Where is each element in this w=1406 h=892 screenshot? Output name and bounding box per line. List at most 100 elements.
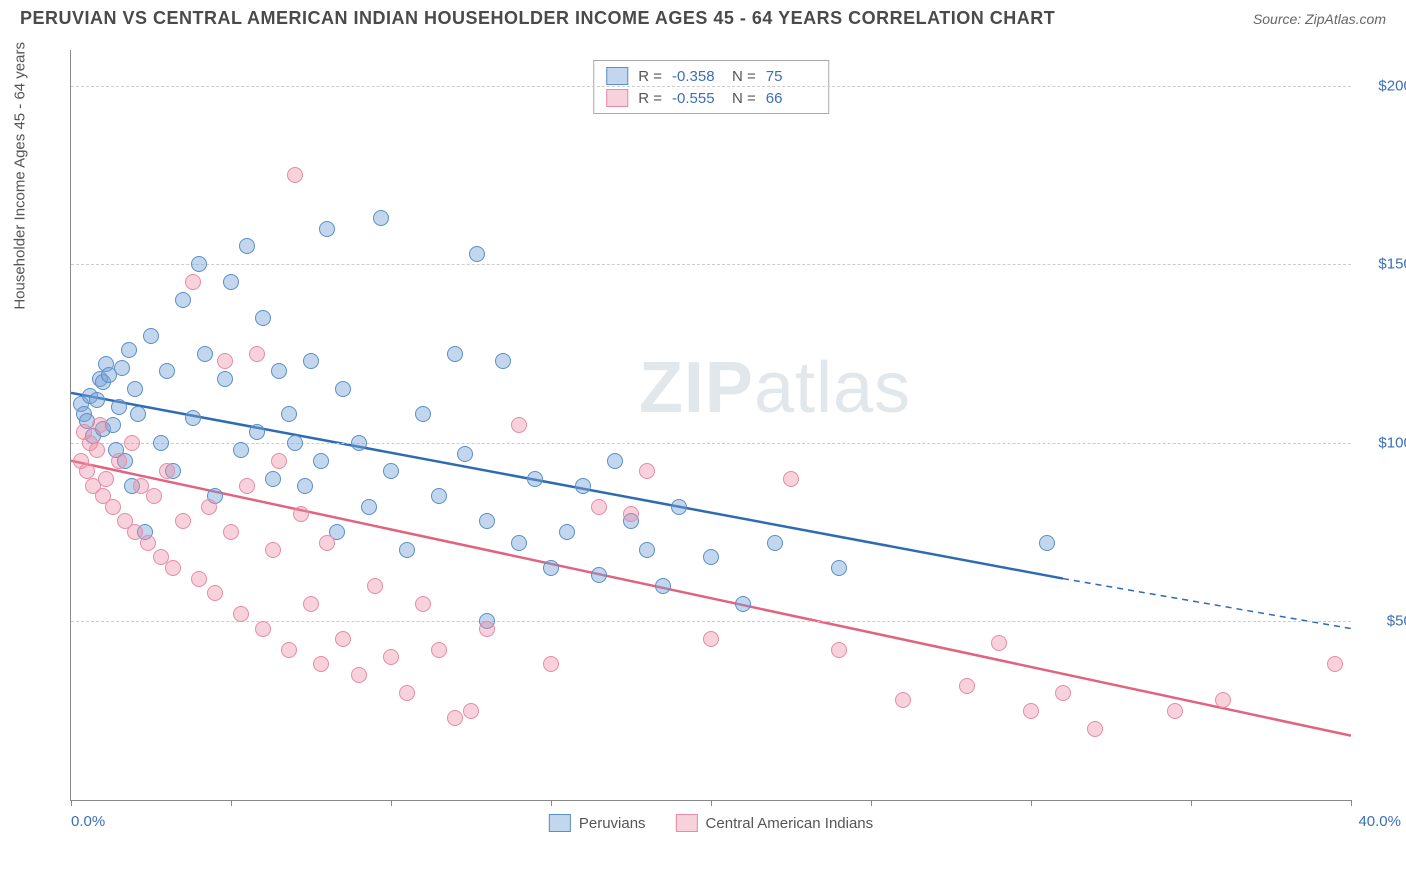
data-point [130, 406, 146, 422]
data-point [655, 578, 671, 594]
data-point [287, 167, 303, 183]
data-point [671, 499, 687, 515]
stat-n-label: N = [732, 90, 756, 107]
data-point [373, 210, 389, 226]
data-point [367, 578, 383, 594]
data-point [98, 471, 114, 487]
data-point [255, 621, 271, 637]
data-point [991, 635, 1007, 651]
x-tick [711, 800, 712, 806]
data-point [383, 649, 399, 665]
data-point [591, 567, 607, 583]
data-point [463, 703, 479, 719]
data-point [457, 446, 473, 462]
chart-title: PERUVIAN VS CENTRAL AMERICAN INDIAN HOUS… [20, 8, 1055, 29]
data-point [146, 488, 162, 504]
data-point [313, 453, 329, 469]
data-point [351, 435, 367, 451]
data-point [92, 417, 108, 433]
data-point [607, 453, 623, 469]
x-tick [1031, 800, 1032, 806]
data-point [159, 363, 175, 379]
data-point [527, 471, 543, 487]
data-point [239, 478, 255, 494]
y-tick-label: $50,000 [1361, 613, 1406, 630]
legend-item: Peruvians [549, 814, 646, 832]
x-tick [871, 800, 872, 806]
data-point [185, 410, 201, 426]
stat-r-value: -0.358 [672, 68, 722, 85]
gridline [71, 264, 1351, 265]
data-point [217, 371, 233, 387]
data-point [783, 471, 799, 487]
data-point [479, 513, 495, 529]
data-point [201, 499, 217, 515]
legend-swatch [606, 89, 628, 107]
chart-container: Householder Income Ages 45 - 64 years ZI… [50, 40, 1390, 830]
stats-legend-box: R = -0.358 N = 75 R = -0.555 N = 66 [593, 60, 829, 114]
data-point [143, 328, 159, 344]
data-point [895, 692, 911, 708]
data-point [233, 606, 249, 622]
stats-row: R = -0.358 N = 75 [606, 65, 816, 87]
data-point [249, 346, 265, 362]
data-point [1087, 721, 1103, 737]
data-point [140, 535, 156, 551]
legend-swatch [549, 814, 571, 832]
data-point [127, 381, 143, 397]
data-point [415, 596, 431, 612]
data-point [479, 621, 495, 637]
data-point [383, 463, 399, 479]
x-tick [231, 800, 232, 806]
data-point [255, 310, 271, 326]
data-point [335, 631, 351, 647]
data-point [303, 596, 319, 612]
stat-n-label: N = [732, 68, 756, 85]
legend-swatch [676, 814, 698, 832]
stat-r-value: -0.555 [672, 90, 722, 107]
data-point [313, 656, 329, 672]
y-tick-label: $100,000 [1361, 434, 1406, 451]
x-tick-label-max: 40.0% [1358, 813, 1401, 830]
data-point [239, 238, 255, 254]
x-tick [1191, 800, 1192, 806]
data-point [831, 642, 847, 658]
data-point [559, 524, 575, 540]
data-point [831, 560, 847, 576]
watermark: ZIPatlas [639, 347, 911, 429]
data-point [431, 642, 447, 658]
data-point [105, 499, 121, 515]
data-point [1055, 685, 1071, 701]
data-point [703, 549, 719, 565]
stat-r-label: R = [638, 68, 662, 85]
data-point [511, 535, 527, 551]
data-point [223, 524, 239, 540]
data-point [303, 353, 319, 369]
data-point [399, 685, 415, 701]
stat-n-value: 66 [766, 90, 816, 107]
gridline [71, 86, 1351, 87]
data-point [1167, 703, 1183, 719]
data-point [89, 392, 105, 408]
data-point [1023, 703, 1039, 719]
x-tick [1351, 800, 1352, 806]
data-point [639, 463, 655, 479]
data-point [767, 535, 783, 551]
data-point [575, 478, 591, 494]
trend-lines [71, 50, 1351, 800]
data-point [207, 585, 223, 601]
data-point [175, 292, 191, 308]
data-point [293, 506, 309, 522]
data-point [469, 246, 485, 262]
data-point [297, 478, 313, 494]
data-point [1327, 656, 1343, 672]
data-point [175, 513, 191, 529]
legend-item: Central American Indians [676, 814, 874, 832]
data-point [265, 471, 281, 487]
data-point [335, 381, 351, 397]
data-point [191, 571, 207, 587]
data-point [165, 560, 181, 576]
data-point [271, 453, 287, 469]
data-point [319, 535, 335, 551]
data-point [191, 256, 207, 272]
